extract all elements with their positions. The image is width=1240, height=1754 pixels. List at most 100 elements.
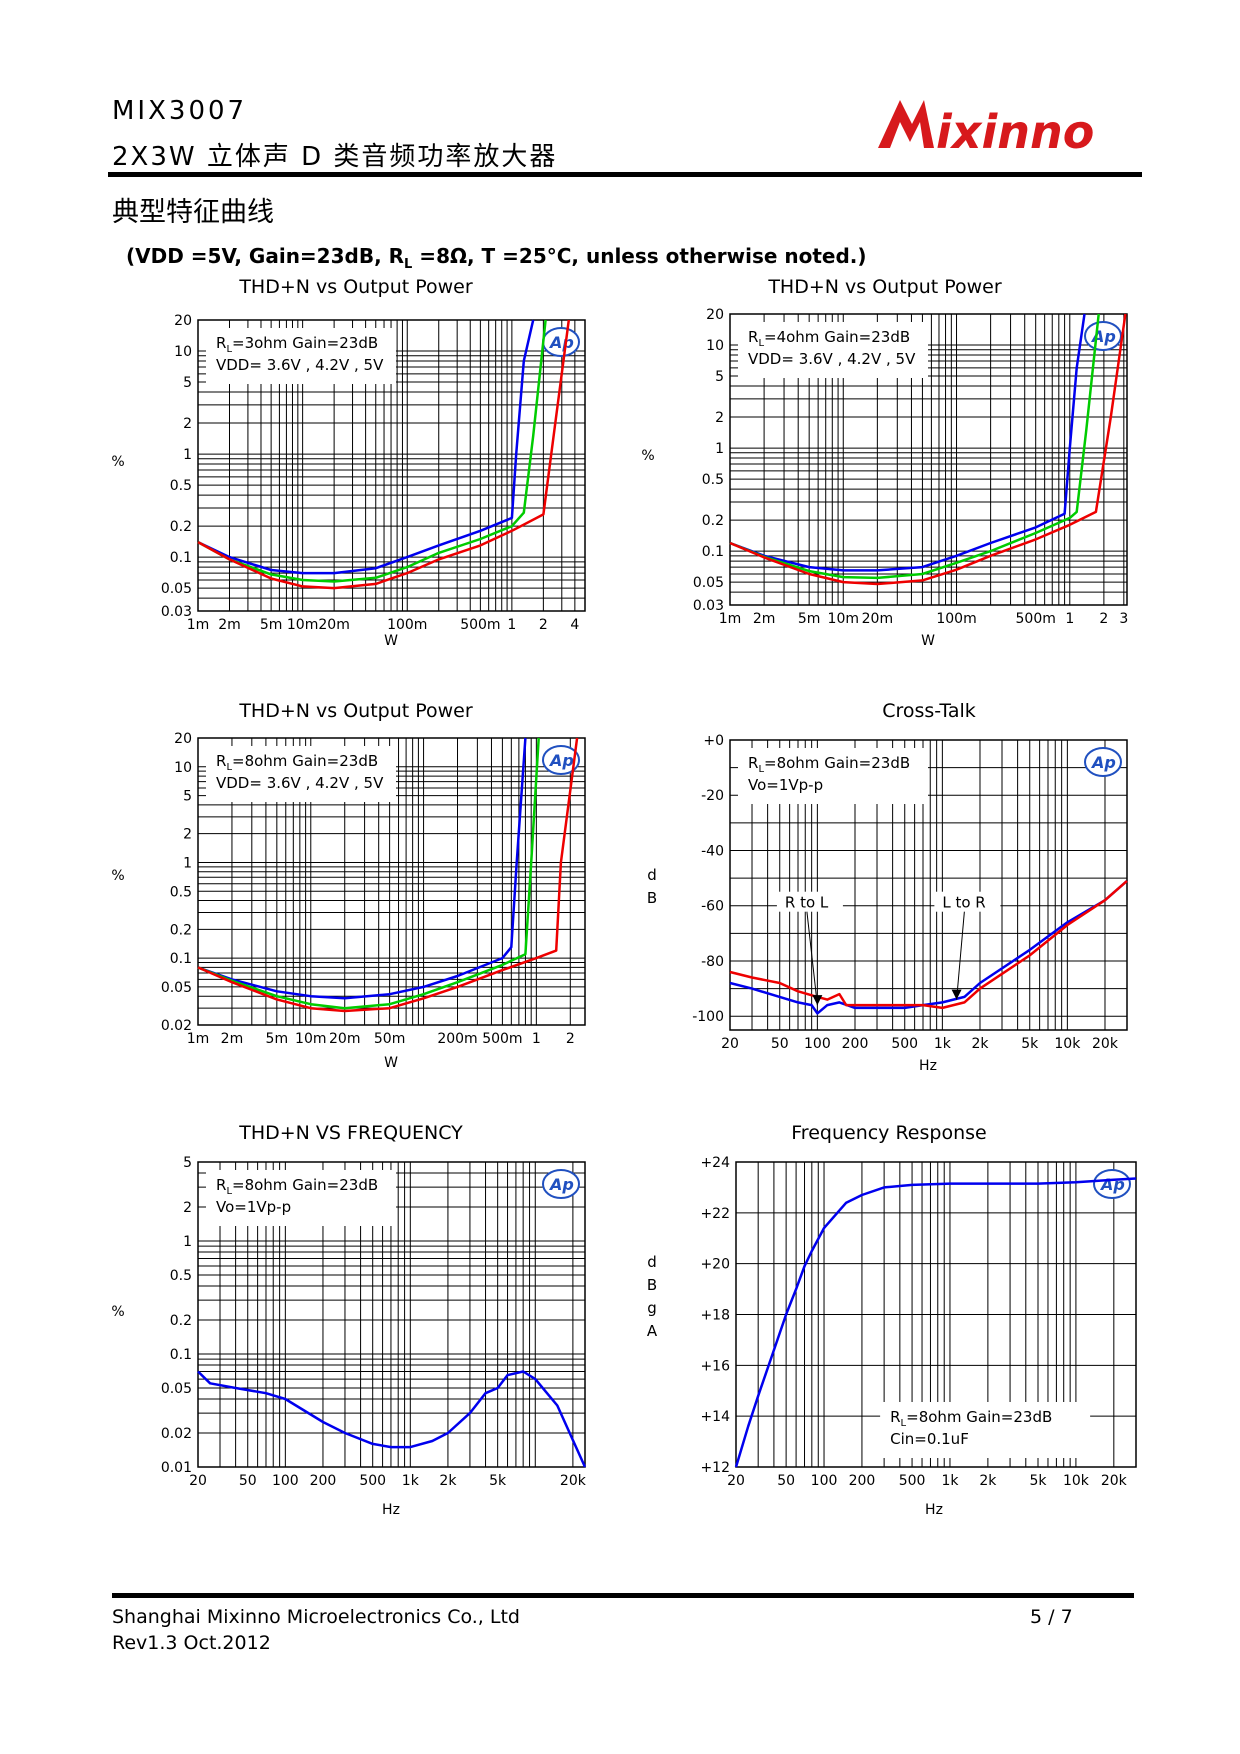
x-tick-label: 50 bbox=[777, 1473, 795, 1489]
x-tick-label: 1m bbox=[187, 1031, 210, 1047]
plot-frame bbox=[197, 737, 586, 1026]
series-line-2 bbox=[729, 313, 1100, 580]
plot-frame bbox=[735, 1161, 1137, 1468]
x-tick-label: 2 bbox=[1099, 611, 1108, 627]
series-line-3 bbox=[197, 737, 579, 1013]
y-tick-label: +16 bbox=[700, 1358, 730, 1374]
mixinno-logo: ixinno bbox=[878, 100, 1094, 159]
x-tick-label: 5k bbox=[1021, 1036, 1039, 1052]
x-tick-label: 50 bbox=[771, 1036, 789, 1052]
annotation-line: RL=4ohm Gain=23dB bbox=[748, 328, 910, 349]
series-line-2 bbox=[197, 737, 540, 1010]
x-tick-label: 100 bbox=[804, 1036, 831, 1052]
annotation-line: Vo=1Vp-p bbox=[748, 776, 823, 794]
annotation-line: RL=8ohm Gain=23dB bbox=[890, 1408, 1052, 1429]
annotation-line: RL=3ohm Gain=23dB bbox=[216, 334, 378, 355]
y-axis-label-char: B bbox=[647, 889, 657, 907]
y-tick-label: 2 bbox=[715, 410, 724, 426]
x-tick-label: 20 bbox=[189, 1473, 207, 1489]
header-rule bbox=[108, 172, 1142, 177]
part-number: MIX3007 bbox=[112, 96, 248, 126]
annotation-box bbox=[206, 746, 396, 802]
y-tick-label: 0.2 bbox=[702, 513, 724, 529]
y-tick-label: 20 bbox=[706, 307, 724, 323]
svg-text:Ap: Ap bbox=[548, 1175, 574, 1194]
series-line-1 bbox=[197, 737, 527, 1000]
y-tick-label: 0.05 bbox=[161, 1381, 192, 1397]
x-tick-label: 100m bbox=[936, 611, 976, 627]
x-tick-label: 10m bbox=[828, 611, 859, 627]
y-tick-label: 20 bbox=[174, 313, 192, 329]
x-tick-label: 50m bbox=[374, 1031, 405, 1047]
series-line-3 bbox=[729, 313, 1127, 586]
y-tick-label: 0.02 bbox=[161, 1018, 192, 1034]
y-tick-label: 0.02 bbox=[161, 1426, 192, 1442]
y-tick-label: 1 bbox=[183, 447, 192, 463]
ap-badge-icon: Ap bbox=[1084, 321, 1122, 351]
y-tick-label: 0.1 bbox=[702, 544, 724, 560]
annotation-line: Vo=1Vp-p bbox=[216, 1198, 291, 1216]
revision-date: Rev1.3 Oct.2012 bbox=[112, 1632, 271, 1654]
x-tick-label: 1 bbox=[507, 617, 516, 633]
y-tick-label: 5 bbox=[183, 375, 192, 391]
svg-text:Ap: Ap bbox=[548, 333, 574, 352]
section-title: 典型特征曲线 bbox=[112, 197, 274, 228]
series-line-1 bbox=[729, 879, 1128, 1015]
label-bg bbox=[934, 891, 1001, 912]
chart-title-6: Frequency Response bbox=[791, 1122, 987, 1144]
x-axis-label: Hz bbox=[382, 1502, 400, 1518]
y-tick-label: 0.5 bbox=[170, 1268, 192, 1284]
x-tick-label: 20k bbox=[1101, 1473, 1128, 1489]
annotation-box bbox=[206, 328, 396, 384]
series-line-2 bbox=[197, 319, 547, 583]
x-tick-label: 100m bbox=[387, 617, 427, 633]
annotation-line: VDD= 3.6V , 4.2V , 5V bbox=[748, 350, 916, 368]
x-tick-label: 1k bbox=[934, 1036, 952, 1052]
y-tick-label: 0.1 bbox=[170, 951, 192, 967]
label-bg bbox=[776, 891, 843, 912]
y-tick-label: 2 bbox=[183, 827, 192, 843]
x-tick-label: 1 bbox=[1065, 611, 1074, 627]
series-line-1 bbox=[197, 1370, 587, 1468]
plot-frame bbox=[729, 313, 1128, 606]
company-name: Shanghai Mixinno Microelectronics Co., L… bbox=[112, 1606, 520, 1628]
x-tick-label: 20m bbox=[862, 611, 893, 627]
x-tick-label: 20m bbox=[318, 617, 349, 633]
x-tick-label: 10k bbox=[1054, 1036, 1081, 1052]
y-tick-label: -40 bbox=[701, 843, 724, 859]
y-tick-label: +18 bbox=[700, 1308, 730, 1324]
y-tick-label: 5 bbox=[183, 1155, 192, 1171]
x-tick-label: 5k bbox=[489, 1473, 507, 1489]
annotation-line: RL=8ohm Gain=23dB bbox=[216, 752, 378, 773]
x-tick-label: 200 bbox=[310, 1473, 337, 1489]
annotation-line: Cin=0.1uF bbox=[890, 1430, 969, 1448]
x-tick-label: 2k bbox=[439, 1473, 457, 1489]
svg-text:Ap: Ap bbox=[1099, 1175, 1125, 1194]
y-tick-label: 0.5 bbox=[702, 472, 724, 488]
annotation-box bbox=[880, 1402, 1091, 1458]
y-tick-label: -20 bbox=[701, 788, 724, 804]
x-tick-label: 10m bbox=[295, 1031, 326, 1047]
annotation-line: RL=8ohm Gain=23dB bbox=[748, 754, 910, 775]
y-tick-label: 0.2 bbox=[170, 519, 192, 535]
y-axis-label: % bbox=[111, 1304, 124, 1320]
y-tick-label: 0.05 bbox=[693, 575, 724, 591]
x-tick-label: 10m bbox=[287, 617, 318, 633]
x-axis-label: W bbox=[921, 633, 935, 649]
y-tick-label: 5 bbox=[183, 789, 192, 805]
y-tick-label: 0.5 bbox=[170, 478, 192, 494]
y-tick-label: +24 bbox=[700, 1155, 730, 1171]
arrow-head bbox=[951, 989, 962, 1000]
ap-badge-icon: Ap bbox=[542, 1169, 580, 1199]
y-tick-label: 0.03 bbox=[161, 604, 192, 620]
y-tick-label: 0.03 bbox=[693, 598, 724, 614]
y-axis-label-char: A bbox=[647, 1322, 658, 1340]
x-axis-label: W bbox=[384, 1055, 398, 1071]
y-tick-label: 10 bbox=[174, 760, 192, 776]
y-axis-label-char: d bbox=[647, 866, 657, 884]
x-axis-label: W bbox=[384, 633, 398, 649]
y-tick-label: 1 bbox=[183, 855, 192, 871]
y-tick-label: 0.2 bbox=[170, 1313, 192, 1329]
